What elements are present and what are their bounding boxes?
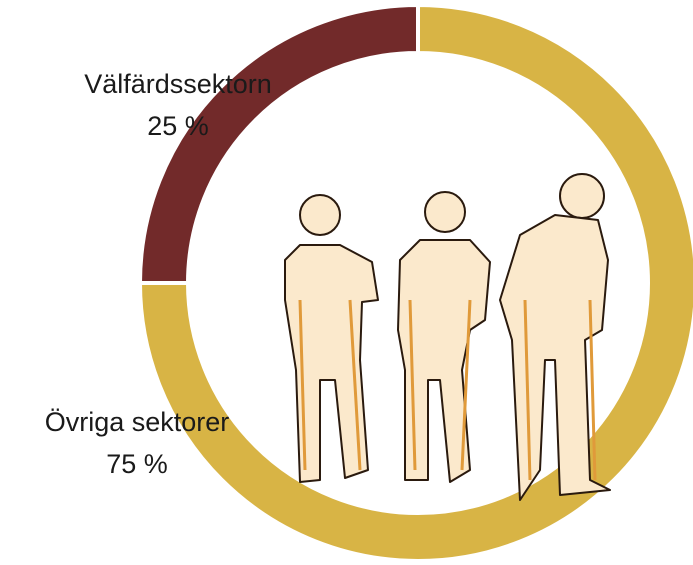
slice-label: Välfärdssektorn [84, 69, 272, 99]
slice-label: Övriga sektorer [45, 407, 230, 437]
slice-value-label: 25 % [147, 111, 209, 141]
chart: Välfärdssektorn 25 % Övriga sektorer 75 … [0, 0, 693, 565]
slice-value-label: 75 % [106, 449, 168, 479]
illustration [285, 174, 610, 500]
donut-slice [140, 5, 418, 283]
page: {"chart_data": {"type": "donut", "catego… [0, 0, 693, 565]
